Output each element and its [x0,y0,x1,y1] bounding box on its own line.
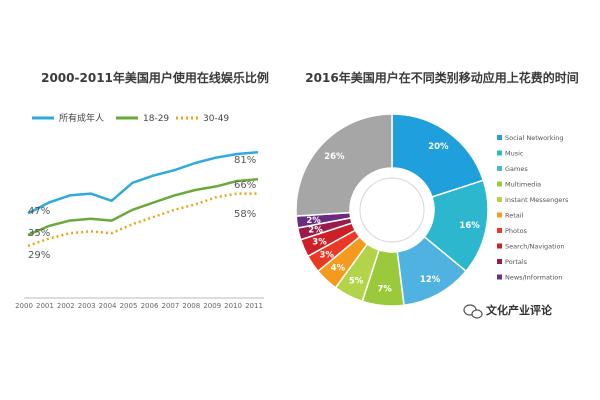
series-line [27,192,258,247]
slice-value-label: 12% [420,275,441,285]
slice-value-label: 20% [428,142,449,152]
legend-label: Retail [505,212,524,220]
start-value-label: 47% [28,206,50,217]
legend-item: Portals [497,258,528,266]
legend-label: Games [505,165,528,173]
line-chart-series [27,150,259,247]
legend-item: Search/Navigation [497,243,565,251]
legend-swatch [497,228,502,233]
x-tick-label: 2010 [224,302,242,310]
donut-hole [350,168,434,252]
line-chart-legend: 所有成年人 18-29 30-49 [32,112,229,124]
x-tick-label: 2006 [141,302,159,310]
line-chart-x-ticks: 2000 2001 2002 2003 2004 2005 2006 2007 2008 2009… [15,302,263,310]
legend-swatch [497,259,502,264]
end-value-label: 81% [234,155,256,166]
legend-label: Instant Messengers [505,196,569,204]
legend-swatch [497,166,502,171]
legend-label: 18-29 [143,114,169,124]
legend-item: Photos [497,227,528,235]
legend-label: Photos [505,227,528,235]
legend-item: 30-49 [176,114,229,124]
legend-label: Portals [505,258,528,266]
legend-swatch [497,150,502,156]
legend-swatch [497,212,502,218]
legend-item: 所有成年人 [32,112,104,124]
slice-value-label: 7% [377,285,392,295]
x-tick-label: 2003 [78,302,96,310]
slice-value-label: 4% [331,264,346,274]
line-chart-title: 2000-2011年美国用户使用在线娱乐比例 [41,70,269,85]
x-tick-label: 2007 [161,302,179,310]
start-value-label: 29% [28,250,50,261]
x-tick-label: 2008 [182,302,200,310]
x-tick-label: 2005 [120,302,138,310]
x-tick-label: 2004 [99,302,117,310]
legend-label: Social Networking [505,134,564,142]
legend-item: 18-29 [116,114,169,124]
legend-label: 所有成年人 [59,112,104,124]
legend-item: News/Information [497,274,562,282]
slice-value-label: 5% [349,276,364,286]
x-tick-label: 2009 [203,302,221,310]
legend-item: Music [497,150,524,158]
legend-label: Music [505,150,524,158]
line-chart: 2000-2011年美国用户使用在线娱乐比例 所有成年人 18-29 30-49 2… [15,70,269,310]
x-tick-label: 2000 [15,302,33,310]
end-value-label: 58% [234,209,256,220]
legend-swatch [497,135,502,140]
donut-ring [359,177,425,243]
donut-chart: 2016年美国用户在不同类别移动应用上花费的时间 20% 16% 12% 7% 5%4%… [295,70,579,307]
x-tick-label: 2002 [57,302,75,310]
legend-label: Search/Navigation [505,243,565,251]
line-chart-value-labels: 47% 35% 29% 81% 66% 58% [28,155,256,261]
legend-swatch [497,181,502,187]
legend-label: News/Information [505,274,562,282]
donut-chart-center [350,168,434,252]
watermark-text: 文化产业评论 [486,303,553,317]
donut-chart-title: 2016年美国用户在不同类别移动应用上花费的时间 [305,70,578,85]
legend-item: Games [497,165,528,173]
slice-value-label: 16% [459,221,480,231]
series-line [27,177,259,237]
end-value-label: 66% [234,180,256,191]
legend-label: 30-49 [203,114,229,124]
donut-chart-slice-labels: 20%16%12%7%5%4%3%3%2%2%26% [306,142,480,295]
donut-chart-legend: Social Networking Music Games Multimedia Ins… [497,134,569,282]
legend-item: Retail [497,212,524,220]
legend-label: Multimedia [505,181,541,189]
legend-item: Social Networking [497,134,564,142]
legend-swatch [497,197,502,202]
slice-value-label: 3% [312,237,327,247]
legend-swatch [497,274,502,280]
x-tick-label: 2011 [245,302,263,310]
slice-value-label: 26% [324,152,345,162]
legend-item: Instant Messengers [497,196,569,204]
start-value-label: 35% [28,228,50,239]
slice-value-label: 2% [308,226,323,236]
slice-value-label: 2% [306,216,321,226]
legend-item: Multimedia [497,181,541,189]
x-tick-label: 2001 [36,302,54,310]
legend-swatch [497,243,502,249]
wechat-icon [463,304,483,319]
slice-value-label: 3% [319,250,334,260]
watermark: 文化产业评论 [463,303,553,319]
series-line [27,150,259,215]
